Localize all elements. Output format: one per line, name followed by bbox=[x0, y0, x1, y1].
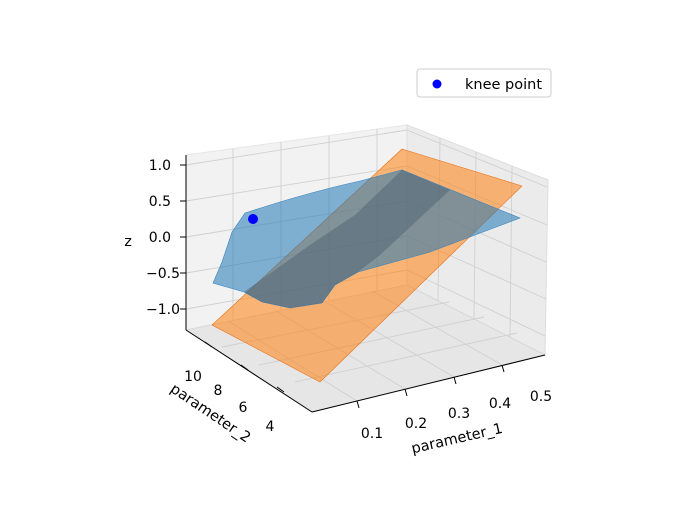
z-tick-label: −1.0 bbox=[146, 302, 180, 318]
surface-overlap-region bbox=[244, 170, 450, 308]
z-tick-label: 1.0 bbox=[149, 158, 171, 174]
x-tick-label: 0.4 bbox=[489, 396, 511, 412]
x-tick-label: 0.3 bbox=[448, 406, 470, 422]
y-tick-label: 6 bbox=[239, 400, 248, 416]
x-tick-label: 0.5 bbox=[530, 389, 552, 405]
x-axis-ticks: 0.1 0.2 0.3 0.4 0.5 bbox=[356, 364, 552, 442]
legend-marker-knee-point bbox=[432, 79, 442, 89]
z-tick-label: 0.5 bbox=[149, 194, 171, 210]
y-tick-label: 8 bbox=[214, 383, 223, 399]
x-tick-label: 0.1 bbox=[361, 426, 383, 442]
legend: knee point bbox=[416, 68, 552, 98]
legend-frame bbox=[416, 68, 552, 98]
x-tick-label: 0.2 bbox=[405, 416, 427, 432]
y-tick-label: 10 bbox=[184, 369, 202, 385]
z-tick-label: −0.5 bbox=[146, 266, 180, 282]
z-axis-ticks: 1.0 0.5 0.0 −0.5 −1.0 bbox=[146, 158, 186, 318]
y-axis-ticks: 10 8 6 4 bbox=[184, 341, 285, 435]
y-tick-label: 4 bbox=[266, 419, 275, 435]
legend-label-knee-point: knee point bbox=[465, 77, 542, 93]
z-axis-label: z bbox=[124, 234, 132, 250]
z-tick-label: 0.0 bbox=[149, 230, 171, 246]
knee-point-marker bbox=[248, 214, 258, 224]
blue-fitted-surface bbox=[212, 169, 521, 309]
